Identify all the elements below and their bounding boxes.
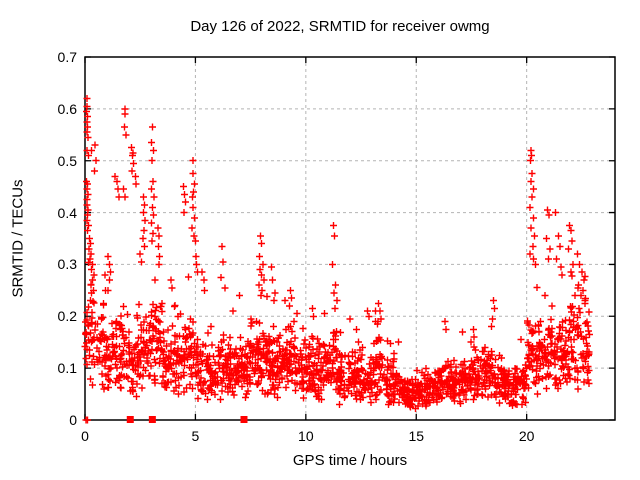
x-axis-label: GPS time / hours bbox=[292, 452, 408, 469]
x-tick-label: 0 bbox=[81, 428, 89, 444]
y-tick-label: 0.4 bbox=[57, 204, 77, 221]
plot-border bbox=[84, 56, 616, 421]
x-tick-label: 20 bbox=[518, 428, 535, 444]
chart-title: Day 126 of 2022, SRMTID for receiver owm… bbox=[190, 18, 490, 35]
y-tick-label: 0.6 bbox=[57, 100, 77, 117]
y-tick-label: 0.3 bbox=[57, 256, 77, 273]
y-tick-label: 0 bbox=[69, 412, 77, 428]
y-tick-label: 0.7 bbox=[57, 49, 77, 65]
y-tick-label: 0.1 bbox=[57, 360, 77, 377]
y-tick-label: 0.2 bbox=[57, 308, 77, 325]
x-tick-label: 15 bbox=[408, 428, 425, 444]
axis-tick-marks bbox=[84, 56, 615, 421]
y-tick-label: 0.5 bbox=[57, 152, 77, 169]
x-tick-label: 10 bbox=[298, 428, 314, 444]
zero-value-squares bbox=[126, 416, 248, 423]
scatter-points bbox=[81, 95, 593, 424]
x-tick-label: 5 bbox=[191, 428, 200, 444]
